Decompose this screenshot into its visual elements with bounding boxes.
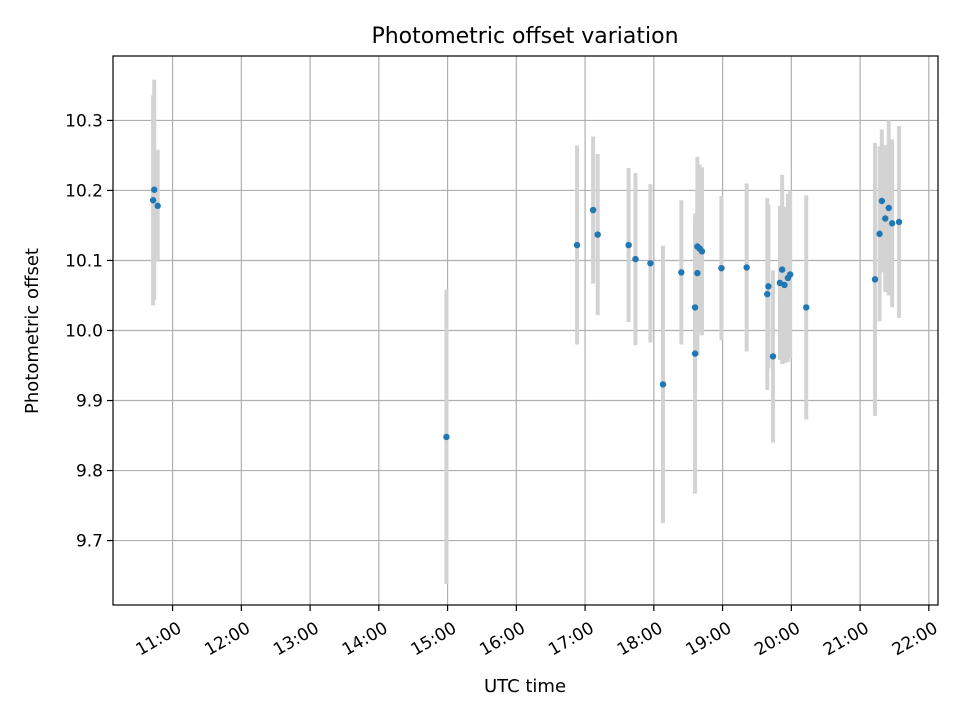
y-tick-label: 9.9 — [76, 392, 103, 412]
data-point — [769, 353, 777, 360]
data-point — [694, 269, 701, 277]
data-point — [765, 283, 772, 290]
y-tick-label: 10.3 — [65, 111, 103, 131]
data-point — [743, 264, 750, 271]
data-point — [154, 202, 161, 210]
data-point — [149, 197, 157, 204]
data-point — [781, 281, 788, 289]
chart-title: Photometric offset variation — [371, 24, 678, 49]
y-tick-label: 10.1 — [65, 251, 103, 271]
y-axis-ticks: 9.7 9.8 9.9 10.0 10.1 10.2 10.3 — [65, 111, 113, 552]
y-tick-label: 9.8 — [76, 462, 103, 482]
data-point — [647, 260, 654, 267]
data-point — [691, 304, 699, 311]
data-point — [882, 215, 889, 222]
data-point — [589, 206, 597, 214]
data-point — [659, 381, 667, 388]
data-point — [678, 269, 685, 276]
data-point — [895, 218, 903, 226]
data-point — [573, 241, 581, 249]
y-tick-label: 10.0 — [65, 322, 103, 342]
data-point — [698, 248, 706, 255]
data-point — [632, 255, 639, 263]
data-point — [871, 276, 879, 283]
data-point — [691, 350, 699, 357]
data-points — [149, 186, 903, 441]
data-point — [625, 241, 632, 249]
y-tick-label: 10.2 — [65, 181, 103, 201]
y-axis-label: Photometric offset — [22, 248, 43, 414]
data-point — [443, 433, 450, 441]
data-point — [151, 186, 158, 193]
data-point — [718, 264, 725, 272]
data-point — [594, 231, 601, 238]
grid — [113, 56, 938, 605]
y-tick-label: 9.7 — [76, 532, 103, 552]
x-axis-label: UTC time — [484, 676, 566, 697]
data-point — [885, 204, 892, 212]
data-point — [778, 266, 786, 273]
data-point — [888, 220, 896, 227]
data-point — [876, 230, 883, 238]
data-point — [786, 271, 794, 278]
data-point — [764, 290, 771, 298]
data-point — [803, 304, 810, 311]
data-point — [878, 197, 886, 205]
